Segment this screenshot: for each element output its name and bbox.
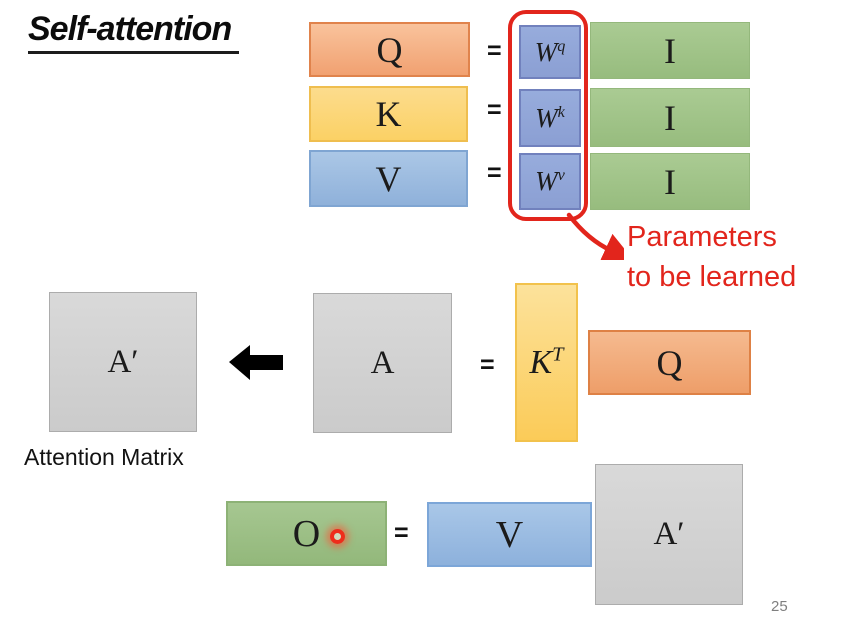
weight-wk-label: Wk <box>535 102 565 133</box>
weight-wk-box: Wk <box>519 89 581 147</box>
weight-wv-label: Wv <box>535 166 565 196</box>
kt-box: KT <box>515 283 578 442</box>
equals-sign-row-k: = <box>487 96 502 124</box>
attention-result-label: A′ <box>107 343 139 380</box>
q-label-middle: Q <box>656 342 683 383</box>
v-box-bottom: V <box>427 502 592 567</box>
a-prime-box-bottom: A′ <box>595 464 743 605</box>
input-i-label-2: I <box>664 97 676 138</box>
page-number: 25 <box>771 598 788 615</box>
matrix-q-label: Q <box>376 29 403 70</box>
matrix-k-box: K <box>309 86 468 142</box>
parameters-annotation: Parameters to be learned <box>627 217 796 297</box>
equals-sign-middle: = <box>480 351 495 379</box>
input-i-box-3: I <box>590 153 750 210</box>
red-arrow-icon <box>566 212 624 260</box>
matrix-v-label: V <box>375 158 402 199</box>
attention-matrix-box: A <box>313 293 452 433</box>
slide-title: Self-attention <box>28 10 240 54</box>
weight-wv-box: Wv <box>519 153 581 210</box>
attention-matrix-label: A <box>370 344 395 381</box>
input-i-label-3: I <box>664 161 676 202</box>
input-i-box-2: I <box>590 88 750 147</box>
parameters-annotation-line2: to be learned <box>627 261 797 293</box>
input-i-box-1: I <box>590 22 750 79</box>
weight-wq-box: Wq <box>519 25 581 79</box>
attention-matrix-caption: Attention Matrix <box>24 444 184 470</box>
matrix-q-box: Q <box>309 22 470 77</box>
a-prime-label-bottom: A′ <box>653 516 685 552</box>
matrix-k-label: K <box>375 94 402 134</box>
parameters-annotation-line1: Parameters <box>627 221 777 253</box>
matrix-v-box: V <box>309 150 468 207</box>
kt-label: KT <box>529 343 564 381</box>
laser-pointer-dot-icon <box>330 529 345 544</box>
red-highlight-box <box>508 10 588 221</box>
output-o-box: O <box>226 501 387 566</box>
equals-sign-bottom: = <box>394 519 409 547</box>
v-label-bottom: V <box>495 513 524 556</box>
equals-sign-row-v: = <box>487 159 502 187</box>
weight-wq-label: Wq <box>534 36 566 67</box>
input-i-label-1: I <box>664 30 676 71</box>
equals-sign-row-q: = <box>487 37 502 65</box>
attention-result-box: A′ <box>49 292 197 432</box>
output-o-label: O <box>292 512 321 555</box>
q-box-middle: Q <box>588 330 751 395</box>
left-arrow-icon <box>229 345 283 380</box>
